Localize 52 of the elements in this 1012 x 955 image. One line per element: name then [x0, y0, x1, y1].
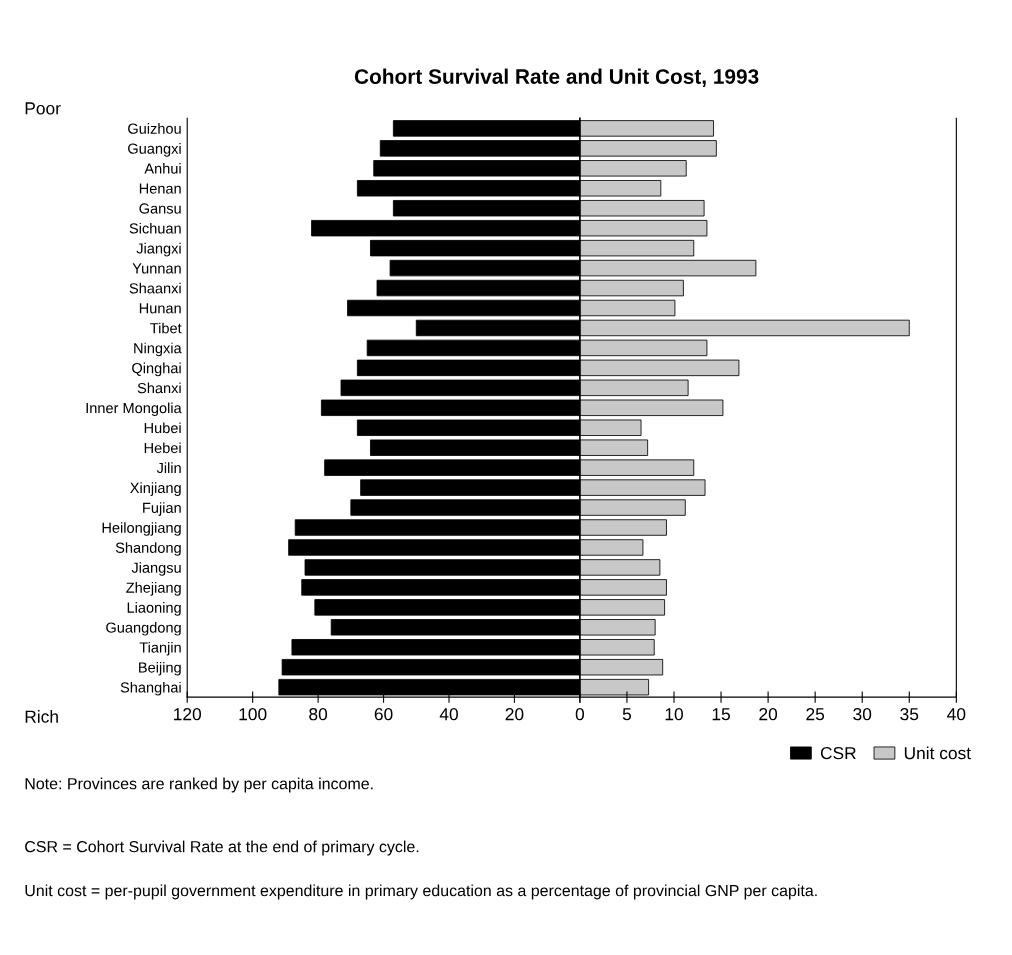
y-tick-label: Gansu	[139, 203, 181, 214]
chart-title: Cohort Survival Rate and Unit Cost, 1993	[354, 68, 759, 87]
y-tick-label: Guangdong	[106, 622, 181, 636]
y-tick-label: Tibet	[150, 322, 182, 334]
legend-label: Unit cost	[904, 746, 971, 760]
y-tick-label: Qinghai	[132, 362, 181, 377]
y-tick-label: Yunnan	[132, 263, 181, 274]
x-tick-label: 30	[853, 708, 872, 721]
x-tick-label: 40	[439, 708, 458, 721]
y-tick-label: Hubei	[144, 422, 181, 434]
y-tick-label: Hebei	[144, 442, 181, 454]
y-tick-label: Heilongjiang	[102, 522, 181, 536]
y-tick-label: Tianjin	[139, 641, 181, 656]
y-tick-label: Fujian	[143, 502, 181, 516]
y-tick-label: Shandong	[115, 542, 181, 556]
x-tick-label: 80	[309, 708, 328, 721]
text: Rich	[25, 710, 58, 723]
y-tick-label: Shaanxi	[129, 282, 181, 294]
y-tick-label: Liaoning	[127, 602, 181, 616]
y-tick-label: Guangxi	[128, 143, 181, 157]
x-tick-label: 20	[759, 708, 778, 721]
legend-label: CSR	[820, 746, 856, 760]
x-tick-label: 35	[900, 708, 919, 721]
text: CSR = Cohort Survival Rate at the end of primary cycle.	[25, 840, 419, 856]
y-tick-label: Hunan	[139, 303, 181, 314]
y-tick-label: Jiangsu	[131, 562, 181, 576]
y-tick-label: Anhui	[144, 163, 181, 174]
x-tick-label: 60	[374, 708, 393, 721]
x-tick-label: 100	[239, 708, 267, 721]
y-tick-label: Shanxi	[137, 382, 181, 394]
x-tick-label: 10	[665, 708, 683, 721]
x-tick-label: 0	[575, 708, 585, 721]
y-tick-label: Ningxia	[134, 342, 182, 357]
y-tick-label: Henan	[139, 183, 181, 194]
y-tick-label: Jiangxi	[136, 242, 181, 257]
x-tick-label: 5	[622, 708, 632, 721]
text: Unit cost = per-pupil government expenditure in primary education as a percentage of provincial GNP per capita.	[25, 884, 817, 900]
y-tick-label: Jilin	[156, 462, 181, 474]
y-tick-label: Shanghai	[120, 681, 181, 696]
x-tick-label: 40	[947, 708, 966, 721]
text: Note: Provinces are ranked by per capita income.	[25, 777, 373, 793]
y-tick-label: Beijing	[139, 661, 181, 676]
y-tick-label: Sichuan	[129, 222, 181, 234]
x-tick-label: 15	[712, 708, 730, 721]
x-tick-label: 25	[806, 708, 825, 721]
text: Poor	[25, 102, 61, 115]
x-tick-label: 20	[505, 708, 524, 721]
y-tick-label: Guizhou	[128, 123, 181, 134]
x-tick-label: 120	[174, 708, 202, 721]
y-tick-label: Xinjiang	[130, 482, 181, 496]
y-tick-label: Zhejiang	[126, 582, 181, 596]
y-tick-label: Inner Mongolia	[86, 402, 182, 417]
